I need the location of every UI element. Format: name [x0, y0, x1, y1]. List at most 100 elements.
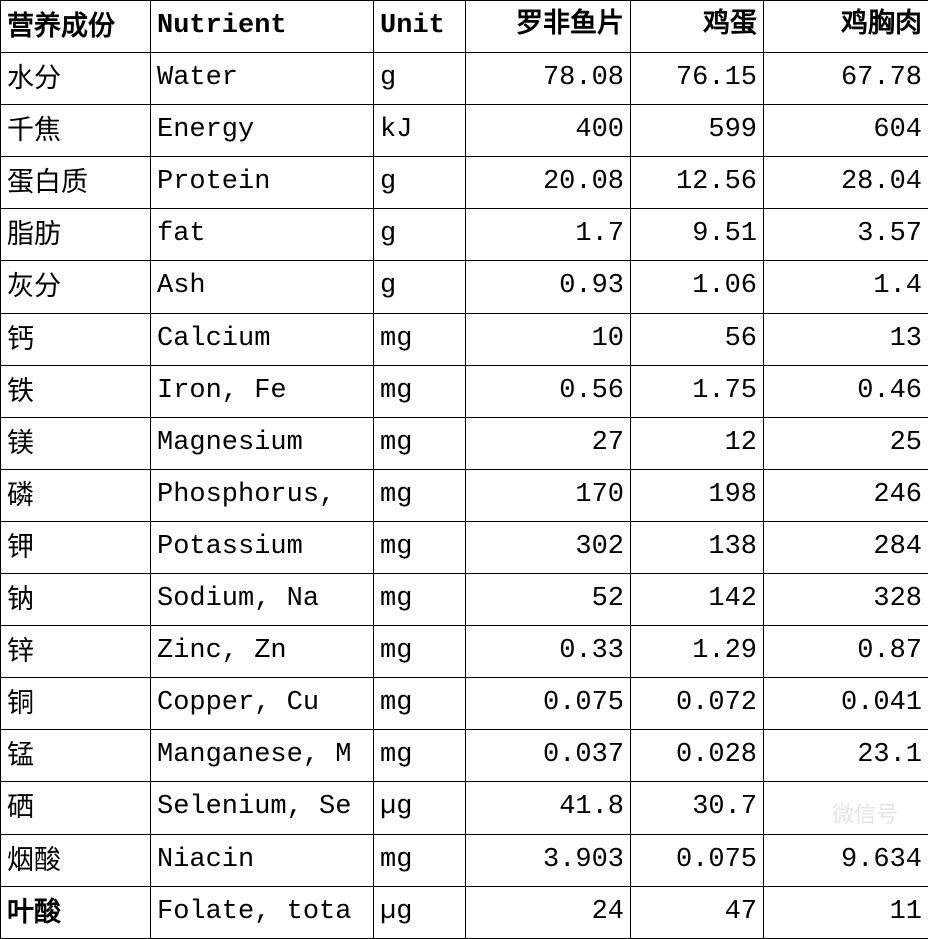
cell-unit: mg [374, 365, 466, 417]
table-row: 锌Zinc, Znmg0.331.290.87 [1, 626, 928, 678]
cell-v3: 604 [764, 105, 928, 157]
cell-unit: mg [374, 574, 466, 626]
cell-v3: 0.041 [764, 678, 928, 730]
cell-unit: mg [374, 417, 466, 469]
cell-v2: 0.072 [631, 678, 764, 730]
table-row: 水分Waterg78.0876.1567.78 [1, 53, 928, 105]
cell-cn: 磷 [1, 469, 151, 521]
cell-unit: µg [374, 886, 466, 938]
cell-v2: 1.06 [631, 261, 764, 313]
cell-v3: 11 [764, 886, 928, 938]
cell-v1: 302 [466, 521, 631, 573]
cell-cn: 锰 [1, 730, 151, 782]
cell-v1: 0.93 [466, 261, 631, 313]
cell-v3: 1.4 [764, 261, 928, 313]
cell-v3: 328 [764, 574, 928, 626]
cell-nutrient: Manganese, M [151, 730, 374, 782]
cell-v3: 25 [764, 417, 928, 469]
cell-unit: mg [374, 521, 466, 573]
table-header-row: 营养成份 Nutrient Unit 罗非鱼片 鸡蛋 鸡胸肉 [1, 1, 928, 53]
cell-nutrient: Energy [151, 105, 374, 157]
cell-cn: 千焦 [1, 105, 151, 157]
cell-nutrient: Water [151, 53, 374, 105]
cell-cn: 烟酸 [1, 834, 151, 886]
cell-v3: 0.46 [764, 365, 928, 417]
table-row: 灰分Ashg0.931.061.4 [1, 261, 928, 313]
cell-nutrient: Sodium, Na [151, 574, 374, 626]
table-row: 叶酸Folate, totaµg244711 [1, 886, 928, 938]
cell-nutrient: Copper, Cu [151, 678, 374, 730]
header-egg: 鸡蛋 [631, 1, 764, 53]
cell-v3: 67.78 [764, 53, 928, 105]
cell-v1: 41.8 [466, 782, 631, 834]
cell-unit: mg [374, 313, 466, 365]
cell-nutrient: Folate, tota [151, 886, 374, 938]
table-row: 硒Selenium, Seµg41.830.7 [1, 782, 928, 834]
cell-v1: 78.08 [466, 53, 631, 105]
cell-v3: 13 [764, 313, 928, 365]
table-row: 烟酸Niacinmg3.9030.0759.634 [1, 834, 928, 886]
table-row: 磷Phosphorus,mg170198246 [1, 469, 928, 521]
cell-v2: 47 [631, 886, 764, 938]
cell-v1: 170 [466, 469, 631, 521]
cell-v1: 1.7 [466, 209, 631, 261]
cell-v1: 0.037 [466, 730, 631, 782]
cell-cn: 灰分 [1, 261, 151, 313]
cell-cn: 钠 [1, 574, 151, 626]
table-row: 蛋白质Proteing20.0812.5628.04 [1, 157, 928, 209]
cell-unit: µg [374, 782, 466, 834]
cell-v3: 9.634 [764, 834, 928, 886]
table-row: 钾Potassiummg302138284 [1, 521, 928, 573]
cell-v2: 1.29 [631, 626, 764, 678]
header-cn: 营养成份 [1, 1, 151, 53]
cell-cn: 脂肪 [1, 209, 151, 261]
table-row: 锰Manganese, Mmg0.0370.02823.1 [1, 730, 928, 782]
cell-v3: 23.1 [764, 730, 928, 782]
cell-v3: 284 [764, 521, 928, 573]
cell-nutrient: Magnesium [151, 417, 374, 469]
cell-cn: 叶酸 [1, 886, 151, 938]
cell-nutrient: Iron, Fe [151, 365, 374, 417]
header-chicken-breast: 鸡胸肉 [764, 1, 928, 53]
cell-v2: 12 [631, 417, 764, 469]
table-body: 水分Waterg78.0876.1567.78千焦EnergykJ4005996… [1, 53, 928, 939]
cell-v2: 198 [631, 469, 764, 521]
cell-v1: 3.903 [466, 834, 631, 886]
cell-nutrient: Calcium [151, 313, 374, 365]
cell-cn: 蛋白质 [1, 157, 151, 209]
cell-nutrient: Zinc, Zn [151, 626, 374, 678]
cell-nutrient: Selenium, Se [151, 782, 374, 834]
header-nutrient: Nutrient [151, 1, 374, 53]
cell-unit: mg [374, 678, 466, 730]
cell-v1: 52 [466, 574, 631, 626]
cell-cn: 硒 [1, 782, 151, 834]
cell-cn: 铜 [1, 678, 151, 730]
cell-unit: g [374, 53, 466, 105]
cell-v2: 9.51 [631, 209, 764, 261]
cell-unit: g [374, 157, 466, 209]
cell-v1: 400 [466, 105, 631, 157]
cell-v1: 10 [466, 313, 631, 365]
cell-v2: 56 [631, 313, 764, 365]
cell-v2: 76.15 [631, 53, 764, 105]
header-tilapia: 罗非鱼片 [466, 1, 631, 53]
cell-v2: 12.56 [631, 157, 764, 209]
cell-unit: g [374, 261, 466, 313]
cell-v2: 30.7 [631, 782, 764, 834]
cell-v1: 24 [466, 886, 631, 938]
cell-unit: mg [374, 469, 466, 521]
cell-unit: g [374, 209, 466, 261]
cell-nutrient: fat [151, 209, 374, 261]
nutrition-table: 营养成份 Nutrient Unit 罗非鱼片 鸡蛋 鸡胸肉 水分Waterg7… [0, 0, 928, 939]
cell-cn: 钾 [1, 521, 151, 573]
cell-v3: 0.87 [764, 626, 928, 678]
cell-v2: 0.075 [631, 834, 764, 886]
table-row: 钠Sodium, Namg52142328 [1, 574, 928, 626]
cell-cn: 铁 [1, 365, 151, 417]
cell-v1: 27 [466, 417, 631, 469]
table-row: 钙Calciummg105613 [1, 313, 928, 365]
table-row: 镁Magnesiummg271225 [1, 417, 928, 469]
cell-cn: 钙 [1, 313, 151, 365]
cell-v2: 1.75 [631, 365, 764, 417]
cell-unit: mg [374, 834, 466, 886]
